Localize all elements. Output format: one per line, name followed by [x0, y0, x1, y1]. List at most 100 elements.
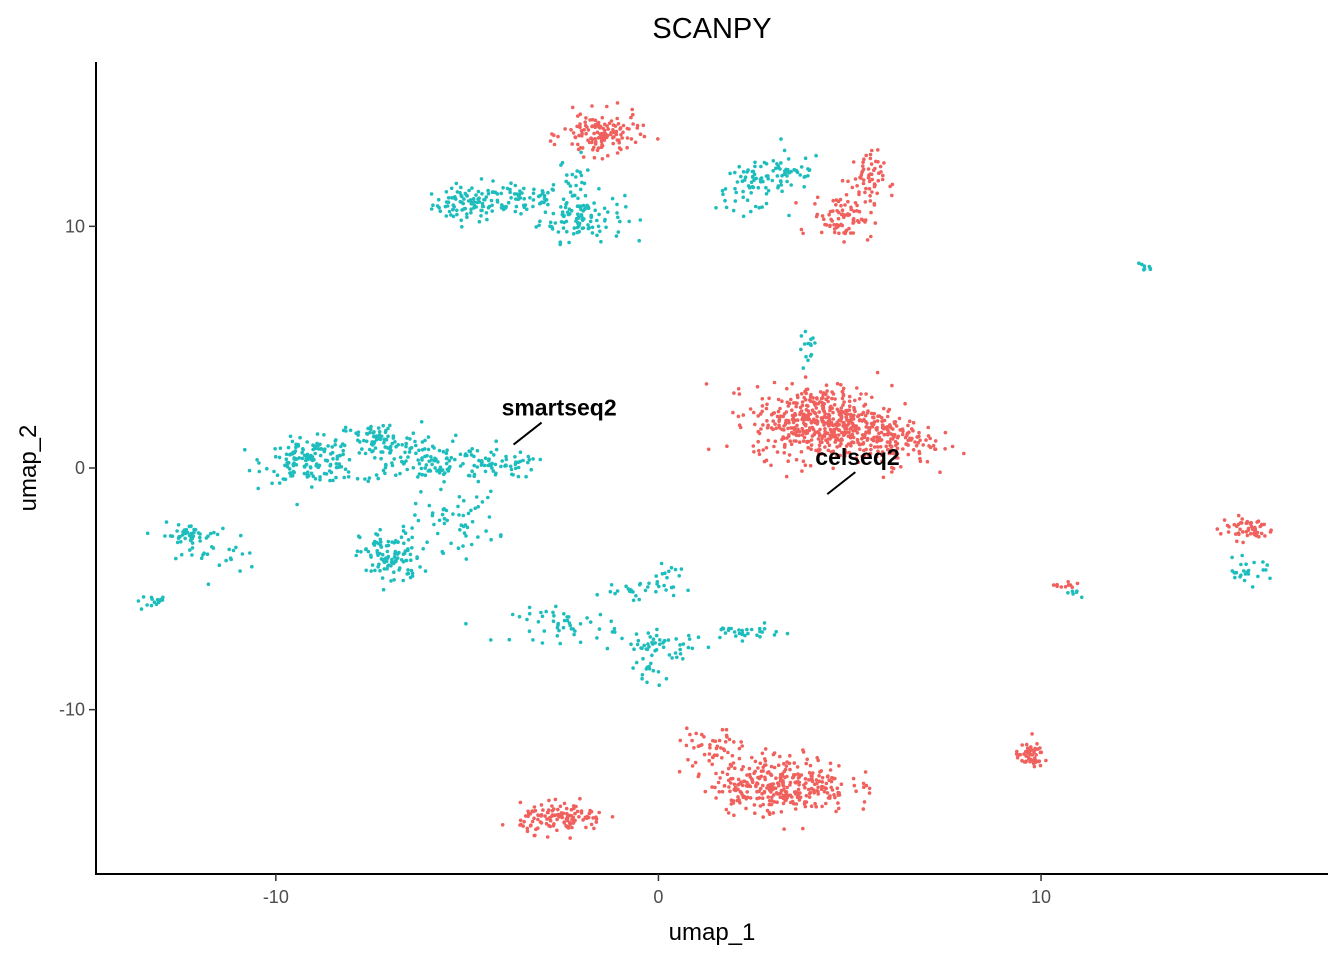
scatter-point — [785, 774, 789, 779]
scatter-point — [745, 790, 749, 794]
scatter-point — [250, 564, 254, 569]
scatter-point — [188, 548, 192, 552]
scatter-point — [769, 790, 773, 794]
scatter-point — [481, 204, 486, 209]
scatter-point — [583, 193, 588, 198]
scatter-point — [609, 583, 614, 587]
scatter-point — [485, 217, 489, 222]
scatter-point — [475, 448, 480, 453]
scatter-point — [870, 148, 874, 153]
scatter-point — [736, 783, 740, 787]
scatter-point — [477, 200, 482, 204]
scatter-point — [1238, 521, 1243, 525]
scatter-point — [783, 798, 787, 803]
scatter-point — [394, 444, 398, 449]
scatter-point — [577, 133, 581, 138]
scatter-point — [420, 458, 424, 462]
scatter-point — [483, 197, 487, 202]
scatter-point — [633, 140, 638, 145]
scatter-point — [849, 419, 853, 424]
scatter-point — [901, 447, 905, 451]
scatter-point — [770, 799, 774, 803]
scatter-point — [1018, 752, 1022, 757]
scatter-point — [1245, 533, 1250, 538]
scatter-point — [746, 631, 750, 636]
scatter-point — [404, 441, 409, 446]
scatter-point — [581, 155, 586, 159]
scatter-point — [600, 115, 605, 120]
scatter-point — [370, 443, 375, 447]
scatter-point — [726, 811, 731, 815]
scatter-point — [873, 221, 878, 225]
scatter-point — [477, 196, 481, 200]
scatter-point — [801, 439, 806, 443]
scatter-point — [786, 418, 790, 423]
scatter-point — [838, 444, 842, 448]
scatter-point — [820, 395, 825, 400]
scatter-point — [710, 755, 715, 759]
scatter-point — [382, 567, 387, 571]
scatter-point — [285, 465, 290, 469]
scatter-point — [850, 440, 855, 444]
scatter-point — [309, 471, 314, 476]
scatter-point — [486, 458, 491, 463]
scatter-point — [190, 546, 195, 550]
scatter-point — [774, 426, 778, 431]
scatter-point — [227, 547, 231, 552]
annotation-label: smartseq2 — [502, 395, 617, 421]
scatter-point — [416, 458, 421, 462]
scatter-point — [400, 443, 405, 447]
scatter-point — [757, 452, 762, 457]
scatter-point — [1066, 580, 1070, 584]
scatter-point — [363, 477, 367, 481]
scatter-point — [403, 531, 408, 535]
scatter-point — [447, 209, 452, 214]
scatter-point — [757, 626, 762, 631]
scatter-point — [432, 522, 436, 527]
scatter-point — [372, 430, 376, 434]
scatter-point — [943, 447, 947, 451]
scatter-point — [862, 800, 867, 804]
scatter-point — [565, 229, 569, 234]
scatter-point — [864, 425, 868, 429]
scatter-point — [802, 185, 806, 189]
scatter-point — [851, 217, 856, 221]
scatter-point — [360, 447, 364, 451]
scatter-point — [402, 551, 407, 555]
scatter-point — [803, 463, 808, 468]
scatter-point — [611, 136, 615, 140]
scatter-point — [766, 188, 771, 193]
scatter-point — [839, 212, 844, 217]
scatter-point — [1235, 524, 1239, 528]
scatter-point — [458, 452, 463, 457]
scatter-point — [840, 389, 845, 394]
scatter-point — [688, 732, 692, 737]
scatter-point — [720, 789, 725, 794]
scatter-point — [629, 642, 633, 646]
scatter-point — [715, 753, 719, 757]
scatter-point — [579, 173, 584, 178]
scatter-point — [578, 640, 583, 645]
scatter-point — [492, 453, 496, 457]
scatter-point — [330, 445, 335, 449]
scatter-point — [1222, 518, 1227, 522]
scatter-point — [819, 230, 824, 235]
scatter-point — [757, 776, 762, 781]
scatter-point — [807, 778, 811, 782]
scatter-point — [430, 513, 435, 518]
scatter-point — [654, 589, 658, 594]
scatter-point — [366, 549, 371, 554]
scatter-point — [522, 186, 526, 191]
scatter-point — [518, 459, 523, 464]
scatter-point — [797, 780, 802, 785]
scatter-point — [1137, 261, 1141, 266]
scatter-point — [817, 452, 821, 457]
scatter-point — [367, 447, 372, 452]
scatter-point — [857, 190, 861, 194]
scatter-point — [789, 397, 793, 402]
scatter-point — [779, 179, 783, 184]
scatter-point — [597, 212, 601, 217]
scatter-point — [565, 815, 570, 820]
scatter-point — [836, 216, 841, 221]
scatter-point — [435, 204, 440, 208]
